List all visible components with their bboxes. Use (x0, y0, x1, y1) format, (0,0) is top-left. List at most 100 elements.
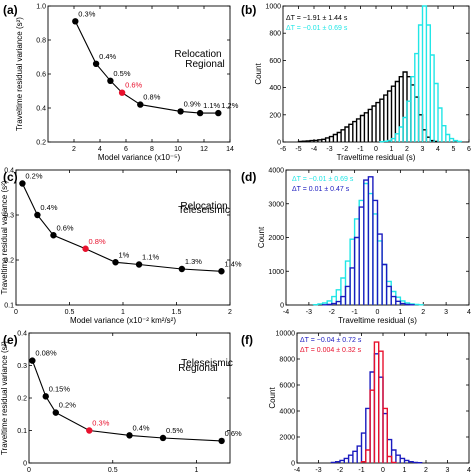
point-label: 0.5% (113, 69, 130, 78)
y-axis-label: Traveltime residual variance (s²) (0, 341, 9, 455)
x-tick-label: 1 (403, 467, 407, 474)
data-point (112, 259, 119, 266)
x-tick-label: 0 (14, 309, 18, 316)
y-tick-label: 0.3 (4, 213, 14, 220)
data-point (29, 357, 36, 364)
point-label: 0.6% (56, 223, 73, 232)
x-axis-label: Traveltime residual (s) (337, 153, 416, 162)
point-label: 1.3% (185, 257, 202, 266)
x-tick-label: 0 (381, 467, 385, 474)
point-label: 0.3% (78, 9, 95, 18)
data-point (137, 101, 144, 108)
point-label: 0.6% (125, 81, 142, 90)
histogram-series-2 (379, 5, 462, 143)
point-label: 0.9% (184, 99, 201, 108)
histogram-series-1 (330, 353, 423, 464)
x-tick-label: 2 (72, 146, 76, 153)
data-point (135, 261, 143, 268)
x-tick-label: -1 (357, 146, 363, 153)
y-tick-label: 8000 (279, 357, 295, 364)
region-label: Teleseismic (178, 205, 230, 216)
data-point (107, 77, 114, 85)
y-tick-label: 0.1 (4, 303, 14, 310)
y-tick-label: 600 (269, 58, 281, 65)
point-label: 0.08% (35, 349, 57, 358)
panel-b: (b)-6 -5 -4 -3 -2 -1 0 1 2 3 4 5 602004006008001000T… (180, 3, 471, 212)
y-tick-label: 0.2 (4, 258, 14, 265)
y-tick-label: 0 (23, 461, 27, 468)
y-tick-label: 0.3 (17, 363, 27, 370)
data-point (118, 89, 126, 96)
point-label: 0.8% (143, 93, 160, 102)
y-axis-label: Count (268, 387, 277, 409)
data-point (50, 232, 57, 239)
panel-label: (a) (3, 3, 18, 17)
legend-entry: ΔT = −1.91 ± 1.44 s (286, 15, 348, 22)
panel-a: (a) 2 4 6 8 10 12 14 0.2 0.4 0.6 0.8 1.0 Model varian… (3, 3, 239, 162)
y-tick-label: 10000 (276, 331, 296, 338)
data-point (92, 60, 100, 67)
x-tick-label: 2 (228, 309, 232, 316)
region-label: Teleseismic (181, 358, 233, 369)
y-axis-label: Traveltime residual variance (s²) (0, 180, 9, 294)
y-tick-label: 4000 (279, 409, 295, 416)
tradeoff-curve (74, 21, 219, 114)
data-point (196, 109, 204, 117)
y-tick-label: 0.4 (17, 331, 27, 338)
legend-entry: ΔT = 0.004 ± 0.32 s (300, 347, 362, 354)
x-tick-label: -3 (326, 146, 332, 153)
panel-label: (d) (241, 170, 256, 184)
x-tick-label: 1 (195, 467, 199, 474)
x-tick-label: 14 (226, 146, 234, 153)
x-tick-label: 4 (467, 467, 471, 474)
point-label: 0.4% (40, 203, 57, 212)
y-tick-label: 4000 (268, 168, 284, 175)
x-tick-label: 2 (405, 146, 409, 153)
plot-frame (47, 5, 231, 143)
data-point (177, 108, 184, 115)
x-tick-label: 1.5 (172, 309, 182, 316)
x-tick-label: 12 (200, 146, 208, 153)
legend-entry: ΔT = −0.04 ± 0.72 s (300, 337, 362, 344)
y-tick-label: 0 (291, 461, 295, 468)
panel-label: (e) (3, 333, 18, 347)
x-tick-label: 0 (27, 467, 31, 474)
point-label: 0.8% (89, 237, 106, 246)
x-tick-label: 2 (424, 467, 428, 474)
x-tick-label: 4 (98, 146, 102, 153)
x-tick-label: 6 (467, 146, 471, 153)
y-tick-label: 0.4 (36, 106, 46, 113)
legend-entry: ΔT = −0.01 ± 0.69 s (292, 176, 354, 183)
y-tick-label: 6000 (279, 383, 295, 390)
x-tick-label: 1 (398, 309, 402, 316)
x-axis-label: Traveltime residual (s) (338, 316, 417, 325)
x-tick-label: 0.5 (65, 309, 75, 316)
y-tick-label: 0.6 (36, 72, 46, 79)
x-tick-label: 10 (174, 146, 182, 153)
y-tick-label: 2000 (279, 435, 295, 442)
data-point (126, 432, 133, 439)
tradeoff-curve (21, 183, 222, 272)
data-point (86, 427, 93, 434)
x-tick-label: -2 (329, 309, 335, 316)
x-tick-label: 6 (124, 146, 128, 153)
x-tick-label: 8 (150, 146, 154, 153)
panel-label: (c) (3, 170, 18, 184)
y-tick-label: 400 (269, 85, 281, 92)
data-point (52, 409, 59, 416)
x-tick-label: -1 (352, 309, 358, 316)
point-label: 0.4% (133, 423, 150, 432)
histogram-series-1 (297, 71, 439, 143)
region-label: Relocation (174, 49, 221, 60)
panel-label: (f) (241, 333, 253, 347)
x-tick-label: 3 (421, 146, 425, 153)
x-tick-label: 0.5 (108, 467, 118, 474)
point-label: 0.2% (59, 401, 76, 410)
x-tick-label: -4 (294, 467, 300, 474)
y-axis-label: Traveltime residual variance (s²) (15, 17, 24, 131)
region-label: Regional (178, 363, 217, 374)
x-tick-label: 4 (467, 309, 471, 316)
point-label: 1.1% (142, 253, 159, 262)
